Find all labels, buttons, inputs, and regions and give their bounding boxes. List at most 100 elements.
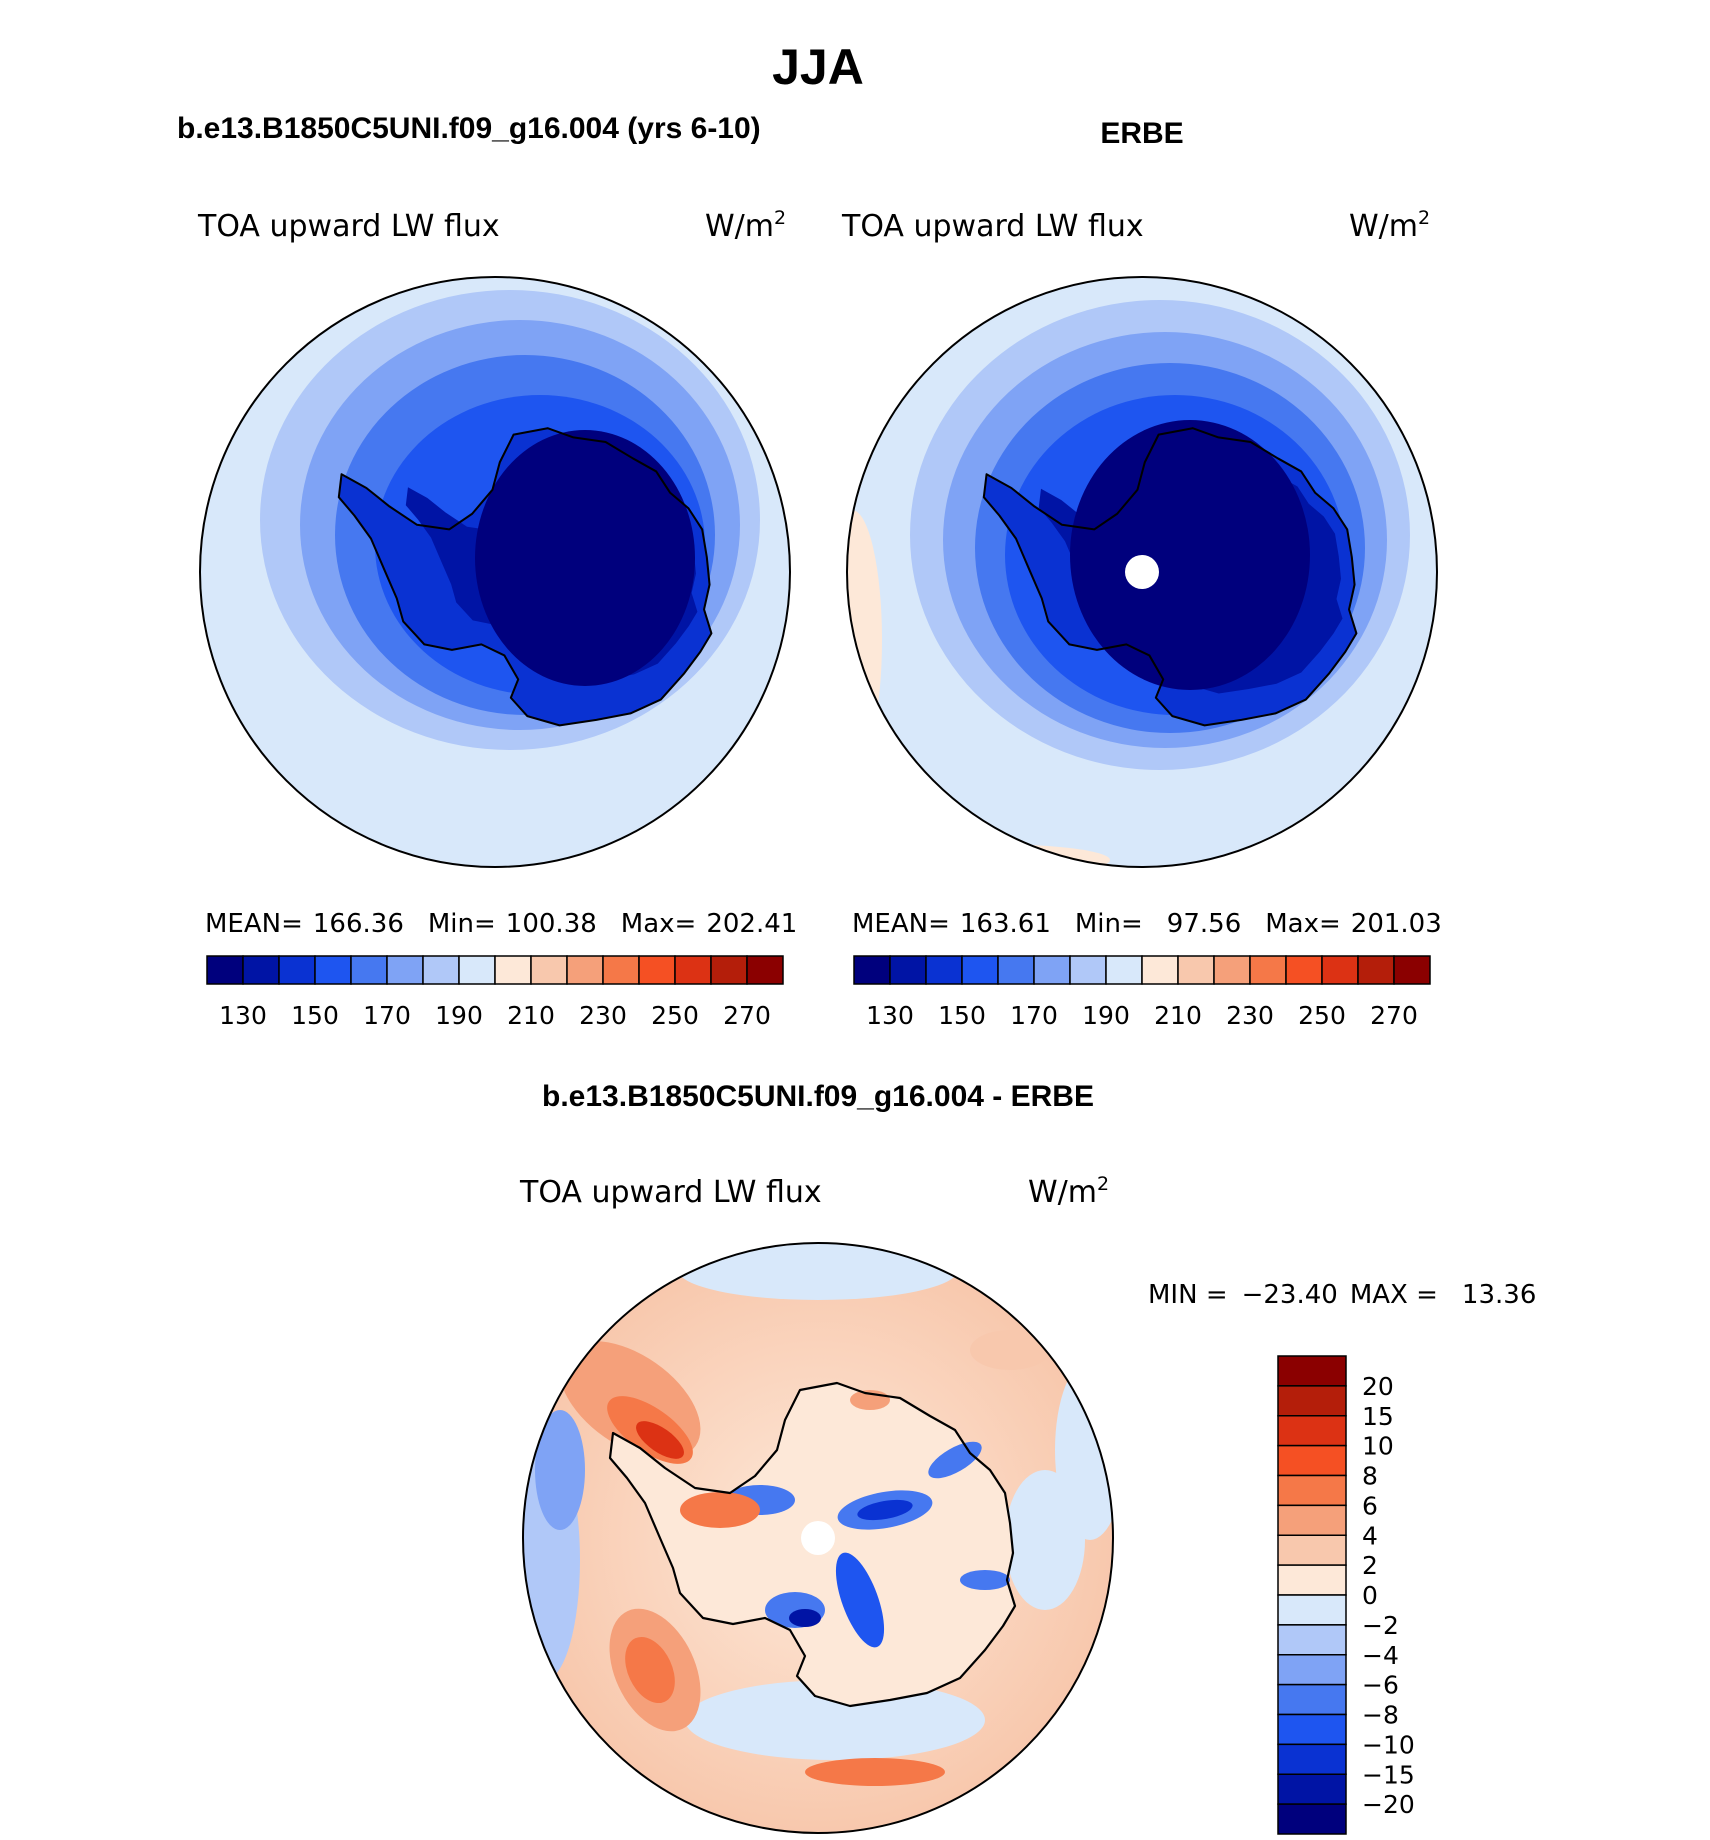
colorbar-obs-swatch	[1321, 955, 1359, 985]
colorbar-obs-swatch	[1249, 955, 1287, 985]
colorbar-diff-swatch	[1277, 1564, 1347, 1596]
colorbar-model-swatch	[242, 955, 280, 985]
colorbar-diff-swatch	[1277, 1743, 1347, 1775]
colorbar-obs-swatch	[1105, 955, 1143, 985]
colorbar-obs-swatch	[1069, 955, 1107, 985]
panel-diff-map	[522, 1242, 1114, 1834]
panel-obs-stats: MEAN= 163.61 Min= 97.56 Max= 201.03	[852, 909, 1442, 939]
colorbar-diff-tick-label: −8	[1362, 1701, 1399, 1730]
colorbar-diff-swatch	[1277, 1594, 1347, 1626]
colorbar-diff-tick-label: −10	[1362, 1730, 1415, 1759]
colorbar-diff-swatch	[1277, 1773, 1347, 1805]
colorbar-diff-swatch	[1277, 1355, 1347, 1387]
colorbar-diff-swatch	[1277, 1713, 1347, 1746]
colorbar-model-swatch	[278, 955, 316, 985]
colorbar-obs-tick-label: 130	[866, 1001, 914, 1030]
panel-obs-title: ERBE	[1100, 117, 1183, 150]
colorbar-model-tick-label: 130	[219, 1001, 267, 1030]
panel-model-map	[199, 276, 791, 868]
colorbar-model-swatch	[206, 955, 244, 985]
colorbar-diff-tick-label: 2	[1362, 1551, 1378, 1580]
colorbar-model-swatch	[710, 955, 748, 985]
colorbar-model-swatch	[386, 955, 424, 985]
colorbar-model-tick-label: 150	[291, 1001, 339, 1030]
colorbar-diff-tick-label: −4	[1362, 1641, 1399, 1670]
colorbar-model-tick-label: 270	[723, 1001, 771, 1030]
colorbar-model-swatch	[350, 955, 388, 985]
colorbar-obs: 130 150 170 190 210 230 250 270	[853, 955, 1431, 1030]
colorbar-model: 130 150 170 190 210 230 250 270	[206, 955, 784, 1030]
panel-diff-units: W/m2	[1028, 1173, 1109, 1210]
colorbar-diff-swatch	[1277, 1444, 1347, 1477]
colorbar-model-swatch	[602, 955, 640, 985]
colorbar-model-tick-label: 190	[435, 1001, 483, 1030]
panel-model-map-border	[199, 276, 791, 868]
colorbar-diff-swatch	[1277, 1624, 1347, 1656]
colorbar-model-tick-label: 210	[507, 1001, 555, 1030]
colorbar-model-tick-label: 230	[579, 1001, 627, 1030]
colorbar-diff-swatch	[1277, 1683, 1347, 1716]
colorbar-diff-tick-label: −6	[1362, 1671, 1399, 1700]
colorbar-obs-tick-label: 270	[1370, 1001, 1418, 1030]
colorbar-obs-tick-label: 230	[1226, 1001, 1274, 1030]
colorbar-diff-tick-label: −2	[1362, 1611, 1399, 1640]
colorbar-obs-swatch	[889, 955, 927, 985]
colorbar-diff-tick-label: 15	[1362, 1402, 1394, 1431]
colorbar-model-swatch	[422, 955, 460, 985]
colorbar-model-tick-label: 170	[363, 1001, 411, 1030]
colorbar-model-swatch	[674, 955, 712, 985]
colorbar-model-swatch	[494, 955, 532, 985]
page-title: JJA	[772, 39, 864, 95]
panel-diff-variable-label: TOA upward LW flux	[519, 1175, 822, 1210]
colorbar-obs-tick-label: 250	[1298, 1001, 1346, 1030]
colorbar-obs-tick-label: 170	[1010, 1001, 1058, 1030]
colorbar-model-tick-label: 250	[651, 1001, 699, 1030]
colorbar-obs-swatch	[1141, 955, 1179, 985]
colorbar-diff-swatch	[1277, 1654, 1347, 1686]
colorbar-model-swatch	[566, 955, 604, 985]
colorbar-diff-swatch	[1277, 1534, 1347, 1566]
colorbar-diff-tick-label: −15	[1362, 1760, 1415, 1789]
colorbar-obs-swatch	[1357, 955, 1395, 985]
colorbar-model-swatch	[314, 955, 352, 985]
panel-model-stats: MEAN= 166.36 Min= 100.38 Max= 202.41	[205, 909, 797, 939]
colorbar-diff-tick-label: −20	[1362, 1790, 1415, 1819]
colorbar-model-swatch	[458, 955, 496, 985]
colorbar-obs-tick-label: 150	[938, 1001, 986, 1030]
panel-obs-map-border	[846, 276, 1438, 868]
panel-diff-stats: MIN = −23.40 MAX = 13.36	[1148, 1280, 1536, 1310]
colorbar-diff-tick-label: 0	[1362, 1581, 1378, 1610]
colorbar-diff-tick-label: 10	[1362, 1432, 1394, 1461]
colorbar-model-swatch	[638, 955, 676, 985]
colorbar-obs-swatch	[1285, 955, 1323, 985]
panel-model-title: b.e13.B1850C5UNI.f09_g16.004 (yrs 6-10)	[177, 112, 761, 145]
colorbar-diff-tick-label: 8	[1362, 1462, 1378, 1491]
panel-diff-map-border	[522, 1242, 1114, 1834]
colorbar-obs-tick-label: 210	[1154, 1001, 1202, 1030]
panel-model-units: W/m2	[705, 207, 786, 244]
colorbar-diff-swatch	[1277, 1504, 1347, 1536]
panel-obs-units: W/m2	[1349, 207, 1430, 244]
colorbar-diff-tick-label: 4	[1362, 1521, 1378, 1550]
panel-obs-variable-label: TOA upward LW flux	[841, 209, 1144, 244]
panel-diff-title: b.e13.B1850C5UNI.f09_g16.004 - ERBE	[542, 1080, 1094, 1113]
panel-model-variable-label: TOA upward LW flux	[197, 209, 500, 244]
colorbar-obs-swatch	[853, 955, 891, 985]
panel-obs-map	[846, 276, 1438, 868]
colorbar-diff-swatch	[1277, 1474, 1347, 1507]
colorbar-obs-swatch	[925, 955, 963, 985]
colorbar-obs-swatch	[1033, 955, 1071, 985]
colorbar-obs-swatch	[961, 955, 999, 985]
colorbar-diff-tick-label: 6	[1362, 1491, 1378, 1520]
colorbar-model-swatch	[530, 955, 568, 985]
colorbar-obs-tick-label: 190	[1082, 1001, 1130, 1030]
colorbar-model-swatch	[746, 955, 784, 985]
colorbar-obs-swatch	[1213, 955, 1251, 985]
colorbar-obs-swatch	[997, 955, 1035, 985]
colorbar-obs-swatch	[1177, 955, 1215, 985]
colorbar-diff-swatch	[1277, 1803, 1347, 1835]
colorbar-diff-swatch	[1277, 1415, 1347, 1447]
colorbar-obs-swatch	[1393, 955, 1431, 985]
